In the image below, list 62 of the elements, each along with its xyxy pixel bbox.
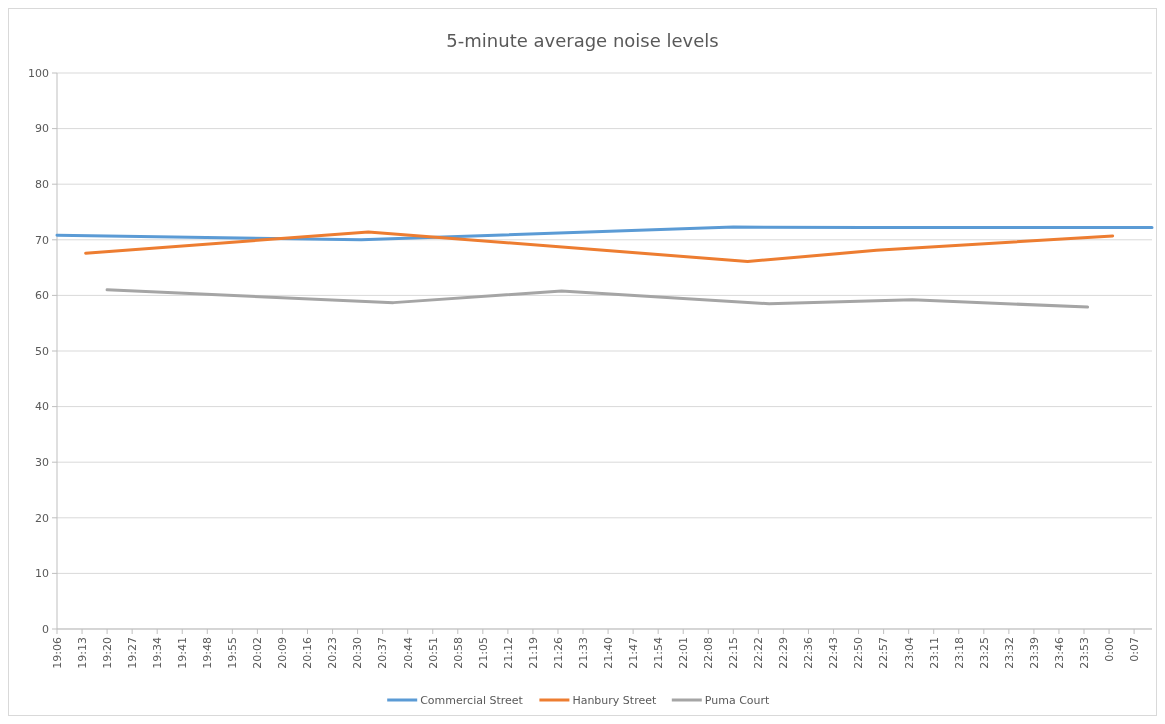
y-tick-label: 80 [35, 178, 49, 192]
x-tick-label: 21:47 [626, 637, 640, 669]
x-tick-label: 19:34 [151, 637, 165, 669]
x-tick-label: 23:04 [902, 637, 916, 669]
x-tick-label: 19:06 [50, 637, 64, 669]
x-tick-label: 19:55 [226, 637, 240, 669]
x-tick-label: 21:26 [551, 637, 565, 669]
y-tick-label: 40 [35, 400, 49, 414]
y-tick-label: 100 [28, 66, 49, 80]
x-tick-label: 23:25 [977, 637, 991, 669]
x-tick-label: 22:01 [677, 637, 691, 669]
x-tick-label: 20:23 [326, 637, 340, 669]
x-tick-label: 23:39 [1027, 637, 1041, 669]
x-tick-label: 22:43 [827, 637, 841, 669]
x-tick-label: 21:05 [476, 637, 490, 669]
x-tick-label: 20:58 [451, 637, 465, 669]
x-tick-label: 22:08 [702, 637, 716, 669]
legend-label: Commercial Street [420, 693, 524, 707]
x-tick-label: 20:09 [276, 637, 290, 669]
y-tick-label: 20 [35, 511, 49, 525]
x-tick-label: 22:57 [877, 637, 891, 669]
x-tick-label: 22:29 [777, 637, 791, 669]
x-tick-label: 19:41 [176, 637, 190, 669]
x-tick-label: 19:27 [126, 637, 139, 669]
x-tick-label: 20:44 [401, 637, 415, 669]
legend-label: Puma Court [704, 693, 771, 707]
x-tick-label: 21:19 [526, 637, 540, 669]
y-tick-label: 0 [42, 622, 49, 636]
x-tick-label: 21:12 [501, 637, 515, 669]
x-tick-label: 22:36 [802, 637, 816, 669]
x-tick-label: 20:30 [351, 637, 365, 669]
y-tick-label: 30 [35, 456, 49, 470]
chart-title: 5-minute average noise levels [446, 30, 719, 51]
y-tick-label: 90 [35, 122, 49, 136]
y-tick-label: 10 [35, 567, 49, 581]
x-tick-label: 0:07 [1127, 637, 1141, 662]
y-tick-label: 60 [35, 289, 49, 303]
y-tick-label: 50 [35, 344, 49, 358]
x-tick-label: 23:32 [1002, 637, 1016, 669]
legend-label: Hanbury Street [572, 693, 657, 707]
x-tick-label: 22:50 [852, 637, 866, 669]
x-tick-label: 22:22 [752, 637, 766, 669]
x-tick-label: 20:37 [376, 637, 390, 669]
x-tick-label: 21:40 [601, 637, 615, 669]
line-series [84, 230, 1115, 263]
x-tick-label: 22:15 [727, 637, 741, 669]
x-tick-label: 23:53 [1077, 637, 1091, 669]
x-tick-label: 23:18 [952, 637, 966, 669]
x-tick-label: 0:00 [1102, 637, 1116, 662]
x-tick-label: 23:11 [927, 637, 941, 669]
x-tick-label: 21:54 [652, 637, 666, 669]
line-series [105, 288, 1090, 309]
x-tick-label: 20:51 [426, 637, 440, 669]
x-tick-label: 19:13 [75, 637, 89, 669]
x-tick-label: 21:33 [576, 637, 590, 669]
x-tick-label: 20:16 [301, 637, 315, 669]
x-tick-label: 19:48 [201, 637, 215, 669]
x-tick-label: 19:20 [100, 637, 114, 669]
x-tick-label: 20:02 [251, 637, 265, 669]
y-tick-label: 70 [35, 233, 49, 247]
x-tick-label: 23:46 [1052, 637, 1066, 669]
line-series [55, 225, 1154, 242]
